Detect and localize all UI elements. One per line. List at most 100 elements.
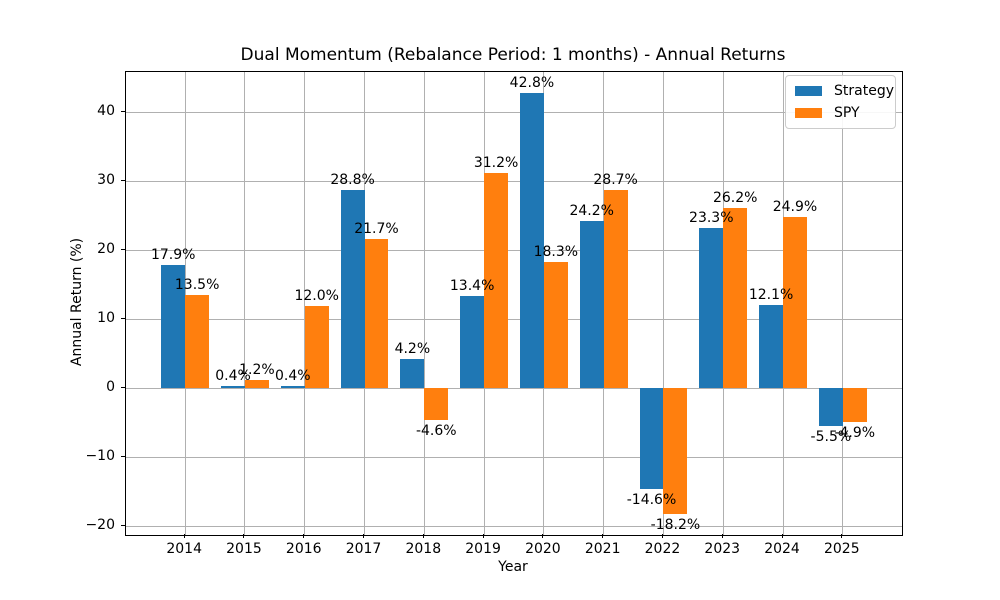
bar-label: -4.6%	[415, 423, 457, 440]
bar-label: 24.9%	[772, 198, 818, 215]
gridline-v	[244, 72, 246, 535]
bars-layer	[126, 72, 902, 535]
legend-label-strategy: Strategy	[834, 83, 894, 99]
y-tick-label: 30	[97, 172, 115, 189]
bar-label: -14.6%	[626, 492, 677, 509]
bar-label: 13.4%	[449, 277, 495, 294]
bar-strategy-2018	[400, 359, 425, 389]
bar-spy-2019	[484, 173, 508, 389]
gridline-h	[126, 525, 902, 527]
y-tick	[121, 317, 125, 319]
y-tick	[121, 248, 125, 250]
y-tick	[121, 179, 125, 181]
bar-strategy-2024	[759, 304, 784, 389]
bar-strategy-2020	[519, 93, 544, 389]
gridline-h	[126, 318, 902, 320]
bar-strategy-2016	[280, 385, 305, 389]
gridline-h	[126, 456, 902, 458]
bar-label: -5.5%	[810, 429, 852, 446]
bar-spy-2021	[603, 190, 628, 389]
x-tick	[602, 534, 604, 538]
bar-spy-2017	[364, 238, 389, 389]
bar-label: 12.0%	[294, 287, 339, 304]
x-tick	[482, 534, 484, 538]
bar-label: 42.8%	[509, 75, 555, 92]
gridline-h	[126, 387, 902, 389]
bar-strategy-2015	[221, 385, 245, 389]
x-tick-label: 2019	[465, 541, 501, 557]
chart-title: Dual Momentum (Rebalance Period: 1 month…	[240, 45, 786, 65]
y-tick-label: 40	[97, 103, 115, 120]
legend: Strategy SPY	[785, 75, 896, 129]
x-tick	[422, 534, 424, 538]
bar-label: 18.3%	[533, 244, 579, 261]
y-tick	[121, 455, 125, 457]
legend-entry-spy: SPY	[795, 105, 886, 121]
bar-label: 21.7%	[354, 220, 399, 237]
x-tick-label: 2016	[285, 541, 322, 557]
bar-label: 17.9%	[150, 246, 196, 263]
bar-labels-layer: 17.9% 0.4% 0.4% 28.8% 4.2% 13.4% 42.8% 24.2% -14…	[126, 72, 902, 535]
gridline-v	[304, 72, 306, 535]
bar-strategy-2021	[579, 221, 604, 389]
x-axis-label: Year	[498, 559, 528, 575]
gridline-v	[423, 72, 425, 535]
bar-strategy-2019	[460, 295, 485, 389]
x-tick	[781, 534, 783, 538]
x-tick-label: 2022	[644, 541, 681, 557]
bar-label: 31.2%	[473, 155, 519, 172]
strategy-swatch-icon	[795, 86, 822, 96]
bar-label: 24.2%	[569, 203, 614, 220]
y-tick-label: 0	[106, 379, 115, 396]
bar-label: -4.9%	[834, 425, 876, 442]
bar-spy-2025	[842, 388, 867, 423]
x-tick	[183, 534, 185, 538]
x-tick-label: 2017	[345, 541, 382, 557]
x-tick	[303, 534, 305, 538]
x-tick-label: 2015	[226, 541, 262, 557]
bar-strategy-2014	[161, 264, 186, 389]
bar-strategy-2022	[639, 388, 664, 490]
bar-strategy-2025	[818, 388, 843, 427]
plot-area: 17.9% 0.4% 0.4% 28.8% 4.2% 13.4% 42.8% 24.2% -14…	[125, 71, 903, 536]
x-tick	[721, 534, 723, 538]
bar-spy-2015	[244, 380, 269, 389]
bar-label: 26.2%	[712, 189, 758, 206]
bar-spy-2014	[185, 295, 210, 389]
bar-label: 0.4%	[215, 367, 251, 384]
spy-swatch-icon	[795, 108, 822, 118]
legend-entry-strategy: Strategy	[795, 83, 894, 99]
bar-spy-2023	[723, 207, 748, 389]
x-tick-label: 2020	[525, 541, 561, 557]
bar-label: 4.2%	[394, 341, 431, 358]
x-tick-label: 2018	[405, 541, 442, 557]
x-tick-label: 2023	[704, 541, 741, 557]
bar-label: 12.1%	[748, 286, 794, 303]
bar-label: -18.2%	[650, 516, 701, 533]
y-tick-label: −10	[85, 448, 115, 465]
x-tick	[841, 534, 843, 538]
bar-spy-2018	[424, 388, 449, 421]
y-axis-label: Annual Return (%)	[69, 237, 85, 367]
x-tick	[661, 534, 663, 538]
x-tick	[542, 534, 544, 538]
bar-strategy-2017	[340, 189, 365, 389]
bar-label: 13.5%	[174, 277, 220, 294]
x-tick-label: 2014	[166, 541, 202, 557]
bar-spy-2024	[783, 216, 807, 389]
gridline-h	[126, 111, 902, 113]
bar-label: 0.4%	[275, 367, 311, 384]
x-tick-label: 2025	[823, 541, 860, 557]
x-tick-label: 2024	[764, 541, 800, 557]
x-tick	[363, 534, 365, 538]
bar-spy-2020	[543, 262, 568, 389]
gridline-h	[126, 180, 902, 182]
y-tick	[121, 524, 125, 526]
y-tick-label: −20	[85, 517, 115, 534]
gridline-v	[662, 72, 664, 535]
y-tick-label: 20	[97, 241, 115, 258]
gridline-h	[126, 249, 902, 251]
y-tick	[121, 386, 125, 388]
bar-strategy-2023	[699, 227, 724, 389]
